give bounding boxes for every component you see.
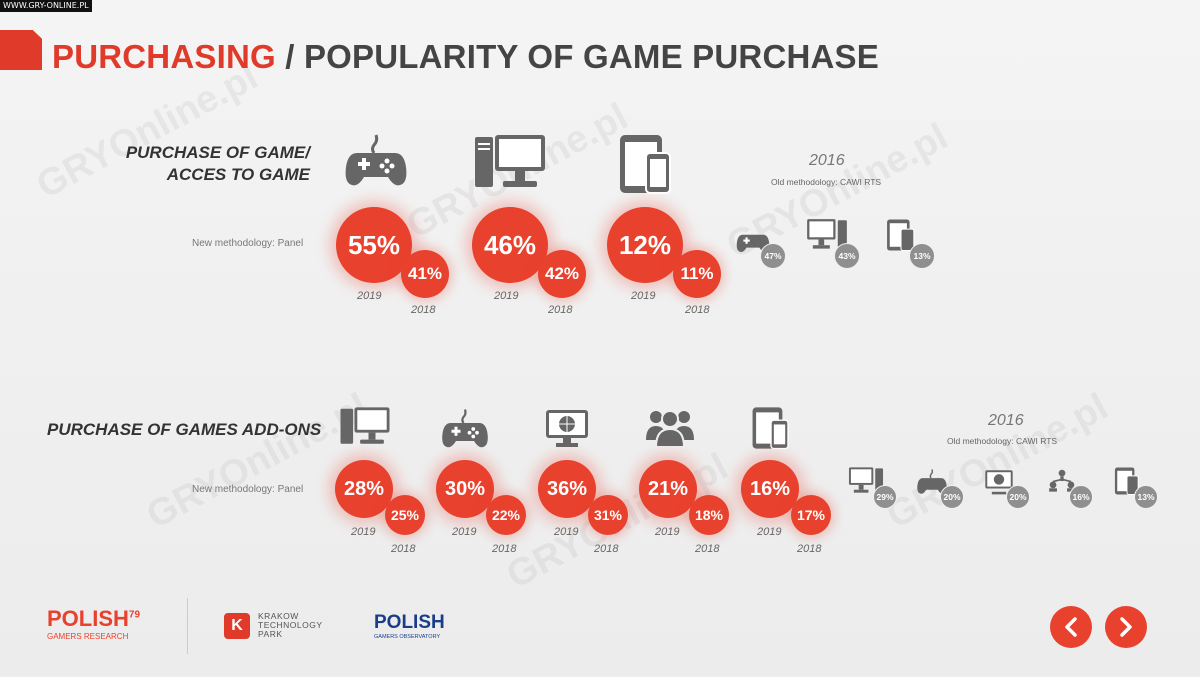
tablet-phone-icon <box>620 135 671 194</box>
method-label: New methodology: Panel <box>192 484 304 495</box>
ktp-logo-mark: K <box>224 613 250 639</box>
value-2018-circle: 18% <box>689 495 729 535</box>
year-label: 2018 <box>594 543 619 555</box>
chevron-left-icon <box>1065 617 1077 637</box>
year-label: 2019 <box>631 290 656 302</box>
footer-divider <box>187 598 188 654</box>
corner-accent <box>0 30 42 70</box>
old-value-badge: 13% <box>909 243 935 269</box>
ktp-logo-text: KRAKOW TECHNOLOGY PARK <box>258 611 323 639</box>
desktop-pc-icon <box>807 219 847 249</box>
tablet-phone-icon <box>887 219 915 252</box>
value-2019-circle: 55% <box>336 207 412 283</box>
web-globe-icon <box>985 470 1013 495</box>
year-label: 2018 <box>548 304 573 316</box>
year-label: 2018 <box>391 543 416 555</box>
old-value-badge: 20% <box>1006 485 1030 509</box>
old-method-label: Old methodology: CAWI RTS <box>771 177 882 187</box>
people-group-icon <box>646 410 694 448</box>
page-title: PURCHASING / POPULARITY OF GAME PURCHASE <box>52 38 879 75</box>
value-2018-circle: 25% <box>385 495 425 535</box>
gamepad-icon <box>345 134 407 186</box>
old-year-label: 2016 <box>809 152 845 169</box>
old-method-label: Old methodology: CAWI RTS <box>947 436 1058 446</box>
year-label: 2018 <box>411 304 436 316</box>
value-2018-circle: 31% <box>588 495 628 535</box>
section2-title: PURCHASE OF GAMES ADD-ONS <box>47 420 322 439</box>
value-2018-circle: 41% <box>401 250 449 298</box>
value-2018-circle: 42% <box>538 250 586 298</box>
value-2019-circle: 28% <box>335 460 393 518</box>
value-2018-circle: 17% <box>791 495 831 535</box>
web-globe-icon <box>546 410 588 447</box>
year-label: 2019 <box>554 526 579 538</box>
chevron-right-icon <box>1120 617 1132 637</box>
year-label: 2019 <box>452 526 477 538</box>
next-button[interactable] <box>1105 606 1147 648</box>
value-2019-circle: 16% <box>741 460 799 518</box>
old-value-badge: 16% <box>1069 485 1093 509</box>
value-2019-circle: 21% <box>639 460 697 518</box>
watermark: GRYOnline.pl <box>880 385 1115 538</box>
old-value-badge: 43% <box>834 243 860 269</box>
year-label: 2019 <box>655 526 680 538</box>
old-year-label: 2016 <box>988 412 1024 429</box>
gamepad-icon <box>442 409 488 448</box>
tablet-phone-icon <box>752 407 789 450</box>
year-label: 2018 <box>685 304 710 316</box>
old-value-badge: 20% <box>940 485 964 509</box>
value-2018-circle: 11% <box>673 250 721 298</box>
tablet-phone-icon <box>1114 467 1139 495</box>
old-value-badge: 29% <box>873 485 897 509</box>
polish-gamers-research-logo: POLISH79 GAMERS RESEARCH <box>47 606 141 641</box>
gamepad-icon <box>736 234 770 253</box>
value-2019-circle: 36% <box>538 460 596 518</box>
year-label: 2019 <box>357 290 382 302</box>
year-label: 2019 <box>757 526 782 538</box>
year-label: 2019 <box>351 526 376 538</box>
value-2018-circle: 22% <box>486 495 526 535</box>
polish-gamers-observatory-logo: POLISH GAMERS OBSERVATORY <box>374 612 445 640</box>
prev-button[interactable] <box>1050 606 1092 648</box>
year-label: 2019 <box>494 290 519 302</box>
desktop-pc-icon <box>475 135 545 187</box>
old-value-badge: 13% <box>1134 485 1158 509</box>
value-2019-circle: 12% <box>607 207 683 283</box>
year-label: 2018 <box>695 543 720 555</box>
desktop-pc-icon <box>340 407 390 444</box>
value-2019-circle: 46% <box>472 207 548 283</box>
method-label: New methodology: Panel <box>192 238 304 249</box>
section1-title: PURCHASE OF GAME/ACCES TO GAME <box>125 143 310 184</box>
old-value-badge: 47% <box>760 243 786 269</box>
gamepad-icon <box>917 469 947 494</box>
year-label: 2018 <box>492 543 517 555</box>
value-2019-circle: 30% <box>436 460 494 518</box>
year-label: 2018 <box>797 543 822 555</box>
source-label: WWW.GRY-ONLINE.PL <box>0 0 92 12</box>
